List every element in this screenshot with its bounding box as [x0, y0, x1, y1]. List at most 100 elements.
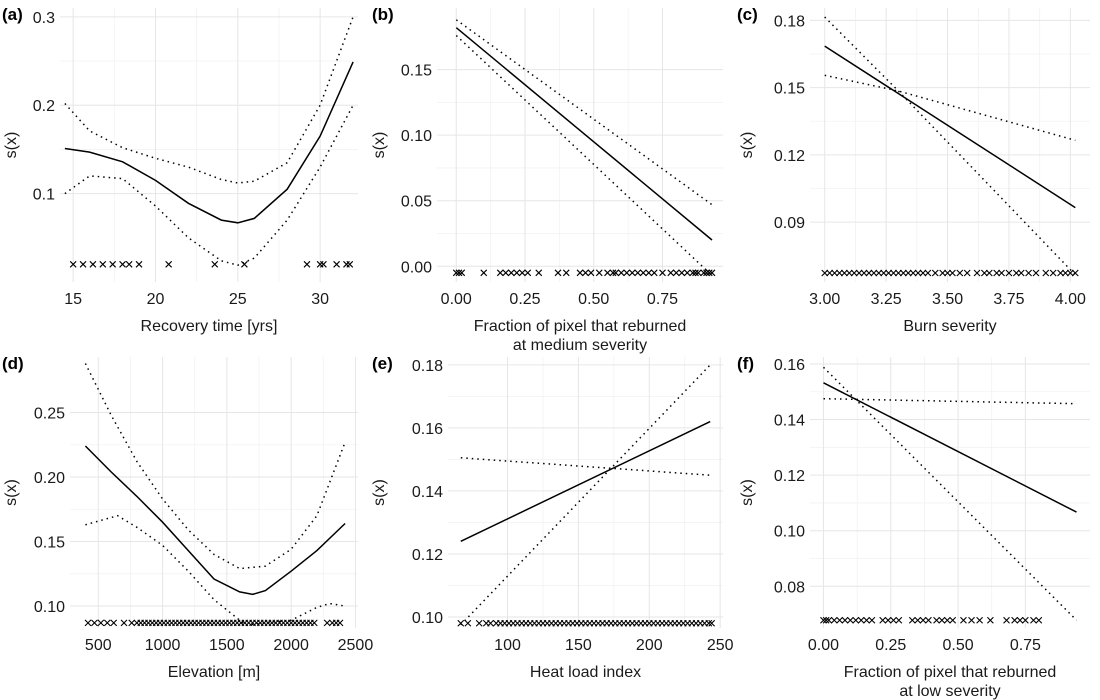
- y-tick-label: 0.2: [33, 98, 55, 115]
- rug-tick: [836, 616, 844, 624]
- rug-tick: [582, 269, 589, 277]
- confidence-band-upper-line: [823, 397, 1077, 405]
- y-tick-label: 0.15: [34, 535, 65, 552]
- x-tick-label: 150: [565, 637, 592, 654]
- rug-tick: [822, 616, 830, 624]
- rug-tick: [909, 269, 917, 277]
- rug-tick: [924, 269, 932, 277]
- rug-tick: [99, 260, 107, 268]
- rug-tick: [69, 260, 77, 268]
- y-tick-label: 0.20: [34, 470, 65, 487]
- y-tick-label: 0.3: [33, 10, 55, 27]
- rug-tick: [919, 616, 927, 624]
- panel-b: 0.00 0.25 0.50 0.75 0.00 0.05 0.10 0.15 (b) s(x) F…: [371, 5, 723, 354]
- rug-tick: [562, 269, 570, 277]
- rug-tick: [890, 616, 897, 624]
- y-tick-label: 0.18: [774, 13, 805, 30]
- rug-tick: [708, 619, 716, 627]
- rug-tick: [119, 260, 126, 268]
- rug-tick: [880, 269, 888, 277]
- panel-tag: (d): [2, 354, 24, 373]
- x-axis-title: Fraction of pixel that reburned: [474, 318, 687, 335]
- rug-tick: [1003, 616, 1010, 624]
- rug-tick: [672, 269, 680, 277]
- rug-tick: [845, 269, 853, 277]
- rug-tick: [855, 269, 863, 277]
- rug-tick: [985, 269, 993, 277]
- rug-tick: [241, 260, 248, 268]
- rug-tick: [875, 269, 883, 277]
- rug-tick: [1021, 616, 1029, 624]
- rug-tick: [865, 269, 873, 277]
- rug-tick: [963, 269, 971, 277]
- y-tick-label: 0.10: [34, 599, 65, 616]
- x-tick-label: 3.25: [871, 291, 902, 308]
- rug-tick: [840, 269, 848, 277]
- rug-tick: [931, 269, 939, 277]
- panel-d: 500 1000 1500 2000 2500 0.10 0.15 0.20 0.25 (d) s(…: [2, 354, 373, 681]
- rug-tick: [110, 619, 118, 627]
- rug-tick: [1025, 269, 1032, 277]
- rug-tick: [1042, 269, 1050, 277]
- rug-tick: [650, 269, 658, 277]
- rug-tick: [831, 269, 838, 277]
- x-tick-label: 250: [707, 637, 734, 654]
- rug-tick: [895, 616, 903, 624]
- rug-tick: [820, 616, 827, 624]
- rug-tick: [79, 260, 87, 268]
- rug-tick: [956, 269, 964, 277]
- x-tick-label: 4.00: [1055, 291, 1086, 308]
- smooth-fit-line: [64, 61, 354, 224]
- y-tick-label: 0.10: [412, 610, 443, 627]
- rug-tick: [868, 616, 876, 624]
- rug-tick: [1071, 269, 1079, 277]
- rug-tick: [841, 616, 849, 624]
- rug-tick: [890, 269, 897, 277]
- rug-tick: [1032, 269, 1040, 277]
- x-tick-label: 0.75: [1010, 637, 1041, 654]
- rug-tick: [320, 260, 327, 268]
- confidence-band-upper-line: [64, 16, 354, 184]
- rug-tick: [821, 269, 829, 277]
- y-axis-title: s(x): [3, 479, 20, 506]
- rug-tick: [689, 269, 697, 277]
- rug-tick: [700, 269, 708, 277]
- rug-tick: [1012, 269, 1020, 277]
- smooth-fit-line: [824, 45, 1076, 209]
- rug-tick: [850, 269, 858, 277]
- rug-tick: [502, 269, 510, 277]
- x-tick-label: 0.00: [808, 637, 839, 654]
- x-tick-label: 30: [311, 291, 329, 308]
- x-tick-label: 3.50: [932, 291, 963, 308]
- rug-tick: [986, 616, 994, 624]
- panel-tag: (f): [737, 354, 754, 373]
- rug-tick: [1017, 269, 1025, 277]
- x-axis-title: Elevation [m]: [168, 664, 260, 681]
- panel-tag: (c): [737, 5, 758, 24]
- rug-tick: [960, 616, 967, 624]
- rug-tick: [895, 269, 902, 277]
- rug-tick: [860, 269, 868, 277]
- rug-tick: [998, 269, 1005, 277]
- rug-tick: [518, 269, 526, 277]
- x-tick-label: 200: [636, 637, 663, 654]
- rug-tick: [943, 616, 951, 624]
- panel-f: 0.00 0.25 0.50 0.75 0.08 0.10 0.12 0.14 0.16 (f) s…: [737, 354, 1090, 700]
- x-axis-title: Fraction of pixel that reburned: [844, 664, 1057, 681]
- rug-tick: [634, 269, 642, 277]
- rug-tick: [91, 619, 98, 627]
- y-tick-label: 0.09: [774, 215, 805, 232]
- rug-tick: [1066, 269, 1074, 277]
- rug-tick: [846, 616, 854, 624]
- rug-tick: [925, 616, 932, 624]
- smooth-fit-line: [460, 420, 711, 542]
- rug-tick: [165, 260, 173, 268]
- rug-tick: [645, 269, 653, 277]
- rug-tick: [125, 260, 133, 268]
- rug-tick: [103, 619, 111, 627]
- x-axis-title: Recovery time [yrs]: [141, 318, 278, 335]
- rug-tick: [211, 260, 219, 268]
- rug-tick: [904, 269, 912, 277]
- confidence-band-lower-line: [64, 104, 354, 266]
- rug-tick: [857, 616, 865, 624]
